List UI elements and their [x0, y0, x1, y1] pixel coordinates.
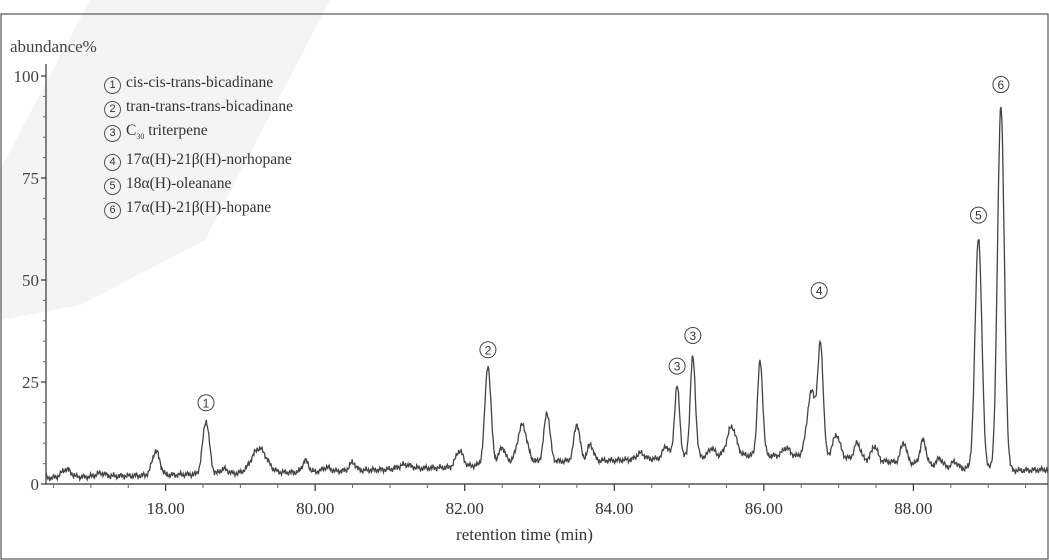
legend-marker: 3 [104, 124, 121, 142]
x-axis-title: retention time (min) [456, 525, 593, 544]
y-tick-label: 25 [22, 373, 39, 392]
legend-marker: 5 [104, 178, 121, 196]
legend-text: 17α(H)-21β(H)-hopane [126, 199, 272, 217]
y-tick-label: 100 [14, 67, 40, 86]
peak-marker-circle [992, 76, 1010, 94]
peak-marker-circle [479, 341, 497, 359]
peak-marker-number: 3 [674, 360, 681, 374]
peak-marker-number: 6 [998, 78, 1005, 92]
legend-subscript: 30 [136, 131, 145, 141]
peak-marker-number: 1 [203, 396, 210, 410]
peak-label-6: 6 [992, 76, 1010, 94]
peak-marker-circle [668, 357, 686, 375]
legend-item: 1 cis-cis-trans-bicadinane [104, 71, 293, 95]
legend-marker: 2 [104, 100, 121, 118]
legend-marker: 4 [104, 154, 121, 172]
peak-marker-number: 2 [485, 343, 492, 357]
x-tick-label: 18.00 [147, 499, 185, 518]
legend-item: 2 tran-trans-trans-bicadinane [104, 95, 293, 119]
peak-label-1: 1 [197, 394, 215, 412]
legend-item: 3 C30 triterpene [104, 119, 293, 149]
chromatogram-trace [45, 106, 1049, 483]
peak-marker-circle [810, 282, 828, 300]
legend-text: cis-cis-trans-bicadinane [126, 74, 274, 91]
legend-item: 4 17α(H)-21β(H)-norhopane [104, 148, 293, 172]
peak-marker-circle [684, 326, 702, 344]
x-tick-label: 82.00 [446, 499, 484, 518]
x-tick-label: 80.00 [296, 499, 334, 518]
legend-text: tran-trans-trans-bicadinane [126, 97, 293, 115]
peak-label-5: 5 [969, 206, 987, 224]
y-tick-label: 50 [22, 271, 39, 290]
peak-label-3: 3 [684, 326, 702, 344]
legend-text-after: triterpene [144, 121, 208, 139]
peak-marker-number: 5 [975, 209, 982, 223]
legend-marker: 6 [104, 202, 121, 220]
legend-item: 6 17α(H)-21β(H)-hopane [104, 196, 293, 220]
legend-marker: 1 [104, 77, 121, 94]
legend-text: 17α(H)-21β(H)-norhopane [126, 151, 292, 169]
peak-marker-circle [969, 206, 987, 224]
x-tick-label: 84.00 [595, 499, 633, 518]
legend-text: C [126, 121, 137, 139]
outer-border [0, 13, 1049, 560]
legend-text: 18α(H)-oleanane [126, 175, 232, 193]
legend: 1 cis-cis-trans-bicadinane 2 tran-trans-tra… [104, 71, 293, 220]
x-tick-label: 86.00 [745, 499, 783, 518]
peak-marker-circle [197, 394, 215, 412]
x-tick-label: 88.00 [894, 499, 932, 518]
peak-marker-number: 3 [689, 329, 696, 343]
peak-marker-number: 4 [816, 284, 823, 298]
y-tick-label: 0 [31, 475, 40, 494]
peak-label-3: 3 [668, 357, 686, 375]
y-axis-title: abundance% [10, 37, 97, 56]
peak-label-2: 2 [479, 341, 497, 359]
y-tick-label: 75 [22, 169, 39, 188]
legend-item: 5 18α(H)-oleanane [104, 172, 293, 196]
peak-label-4: 4 [810, 282, 828, 300]
